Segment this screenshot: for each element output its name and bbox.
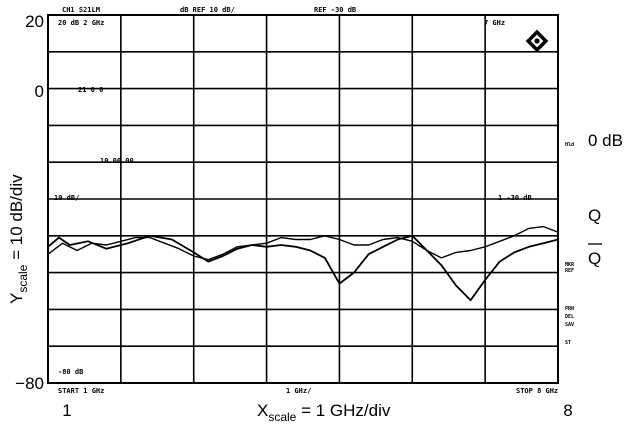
x-axis-label-rest: = 1 GHz/div xyxy=(296,401,391,420)
series-layer xyxy=(47,225,559,302)
x-tick-label-start: 1 xyxy=(62,401,71,420)
y-tick-label-zero: 0 xyxy=(35,82,44,101)
y-tick-label-top: 20 xyxy=(25,12,44,31)
annotation-marker-4: 1 -30 dB xyxy=(498,194,532,202)
y-axis-label-sub: scale xyxy=(16,264,30,292)
annotation-marker-1: 21 0 0 xyxy=(78,86,103,94)
softkey-label-5: DEL xyxy=(565,314,574,320)
grid xyxy=(48,15,558,383)
softkey-label-6: SAV xyxy=(565,322,574,328)
y-axis-label-rest: = 10 dB/div xyxy=(7,174,26,265)
annotation-bottom-row-2: 1 GHz/ xyxy=(286,387,311,395)
annotation-top-right: 7 GHz xyxy=(484,19,505,27)
annotation-top-row-2: dB REF 10 dB/ xyxy=(180,6,235,14)
right-label-0db: 0 dB xyxy=(588,131,623,150)
annotation-bottom-left: -80 dB xyxy=(58,368,83,376)
instrument-logo xyxy=(525,29,549,53)
right-label-q: Q xyxy=(588,206,601,225)
softkey-label-7: ST xyxy=(565,340,571,346)
annotation-top-row-1: CH1 S21LM xyxy=(62,6,100,14)
softkey-label-1: Hld xyxy=(565,142,574,148)
y-axis-label-main: Y xyxy=(7,293,26,304)
series-line-q xyxy=(47,234,559,302)
x-tick-label-end: 8 xyxy=(563,401,572,420)
series-line-qbar xyxy=(47,225,559,261)
annotation-top-row-3: REF -30 dB xyxy=(314,6,356,14)
annotation-top-left: 20 dB 2 GHz xyxy=(58,19,104,27)
annotation-marker-3: 10 dB/ xyxy=(54,194,79,202)
x-axis-label-main: X xyxy=(257,401,268,420)
softkey-label-4: PRN xyxy=(565,306,574,312)
x-axis-label-sub: scale xyxy=(268,410,296,424)
annotation-marker-2: 10 00 00 xyxy=(100,157,134,165)
right-label-qbar: Q xyxy=(588,249,601,268)
y-tick-label-bottom: −80 xyxy=(15,374,44,393)
y-axis-label: Yscale = 10 dB/div xyxy=(7,174,30,304)
softkey-label-2: MKR xyxy=(565,262,575,268)
annotation-bottom-row-1: START 1 GHz xyxy=(58,387,104,395)
x-axis-label: Xscale = 1 GHz/div xyxy=(257,401,391,424)
annotation-bottom-row-3: STOP 8 GHz xyxy=(516,387,558,395)
softkey-label-3: REF xyxy=(565,268,574,274)
